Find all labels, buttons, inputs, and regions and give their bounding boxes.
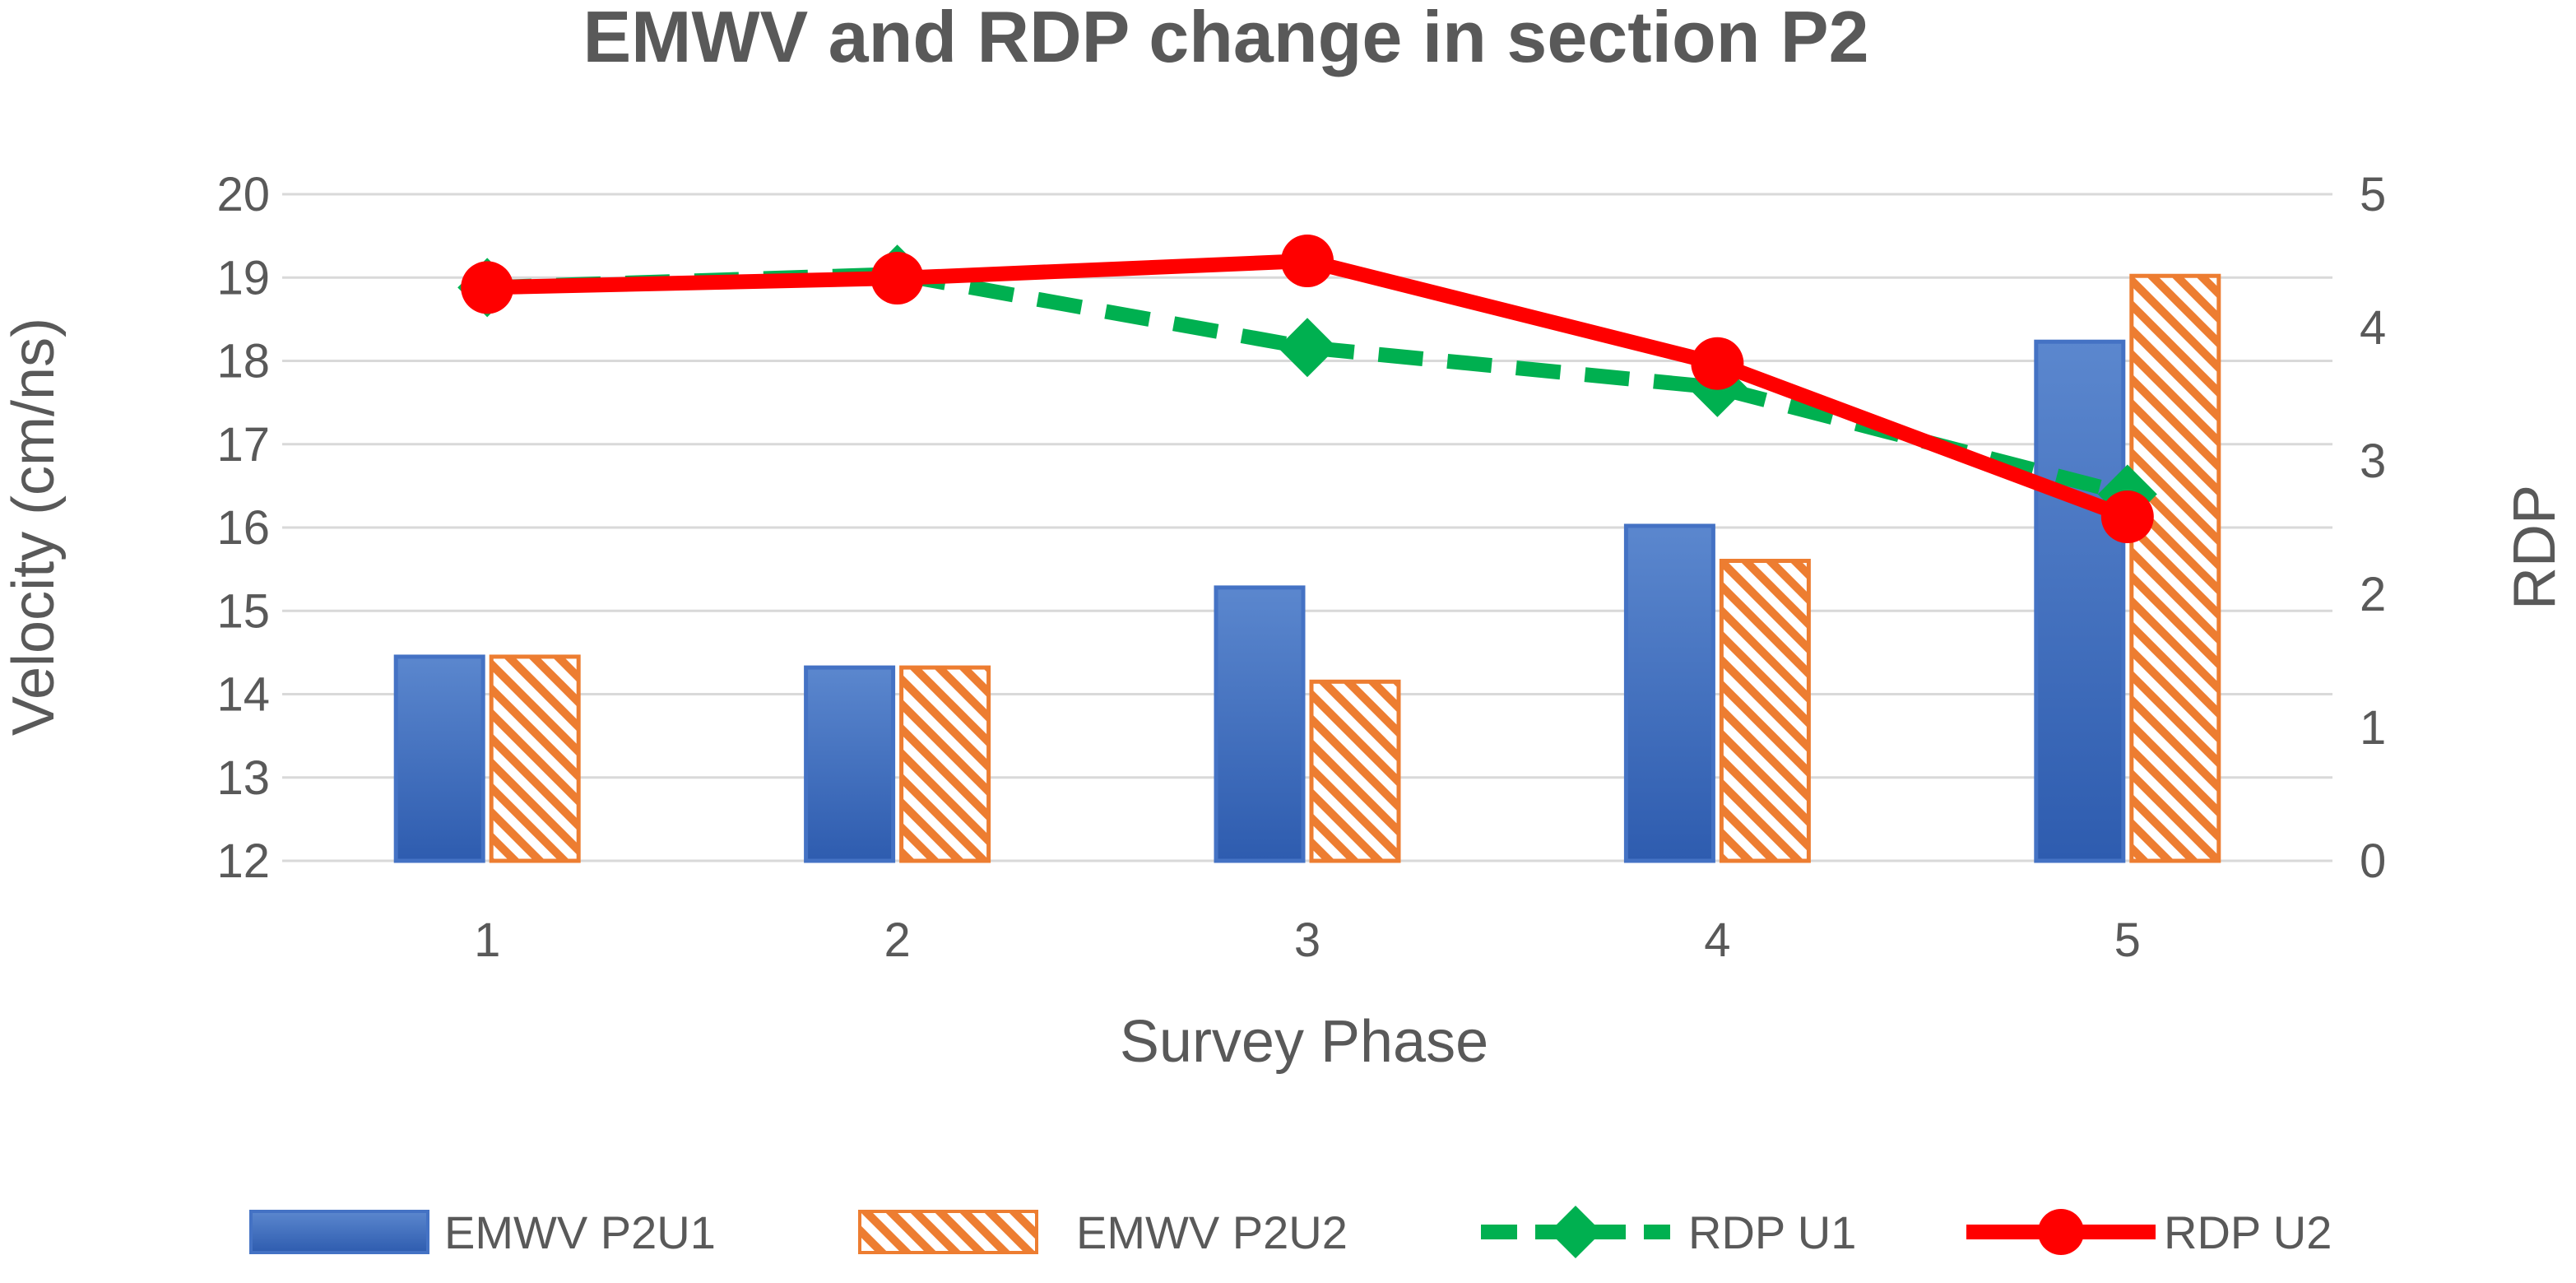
x-tick-label: 5: [2114, 913, 2141, 967]
bar-emwv-p2u2: [2129, 273, 2221, 863]
y-tick-label: 13: [216, 751, 270, 805]
y-tick-label: 17: [216, 418, 270, 472]
point-rdp-u2: [1281, 235, 1334, 287]
bar-emwv-p2u2: [899, 665, 991, 863]
y2-tick-label: 1: [2360, 701, 2386, 755]
legend-swatch-emwv-p2u2: [858, 1210, 1038, 1254]
chart-title: EMWV and RDP change in section P2: [583, 0, 1868, 77]
legend-swatch-emwv-p2u1: [249, 1210, 429, 1254]
y-tick-label: 16: [216, 501, 270, 555]
lines: [457, 235, 2157, 544]
bar-emwv-p2u1: [1623, 523, 1715, 863]
y2-axis-title: RDP: [2502, 485, 2568, 610]
point-rdp-u2: [461, 261, 514, 314]
point-rdp-u2: [2100, 490, 2154, 544]
bar-emwv-p2u2: [1719, 559, 1811, 863]
y-tick-label: 12: [216, 834, 270, 888]
y-tick-label: 18: [216, 335, 270, 388]
y2-tick-label: 3: [2360, 435, 2386, 488]
legend-label: EMWV P2U2: [1076, 1206, 1348, 1258]
bar-emwv-p2u1: [2034, 339, 2126, 863]
legend-marker-rdp-u2: [2038, 1209, 2084, 1255]
legend-label: RDP U1: [1688, 1206, 1856, 1258]
y2-tick-label: 4: [2360, 301, 2386, 355]
line-rdp-u1: [486, 267, 2130, 502]
bar-emwv-p2u2: [489, 654, 581, 863]
point-rdp-u2: [1691, 337, 1744, 390]
x-tick-label: 2: [884, 913, 910, 967]
y2-tick-label: 2: [2360, 568, 2386, 621]
x-tick-label: 4: [1704, 913, 1730, 967]
legend-label: RDP U2: [2164, 1206, 2332, 1258]
y-tick-label: 19: [216, 251, 270, 304]
point-rdp-u2: [870, 252, 924, 305]
x-axis-title: Survey Phase: [1120, 1009, 1488, 1075]
y-tick-label: 20: [216, 168, 270, 221]
line-rdp-u2: [486, 253, 2130, 524]
y2-tick-label: 5: [2360, 168, 2386, 221]
bar-emwv-p2u2: [1309, 679, 1401, 863]
y-tick-label: 14: [216, 668, 270, 722]
y2-tick-label: 0: [2360, 834, 2386, 888]
legend-label: EMWV P2U1: [444, 1206, 716, 1258]
bar-emwv-p2u1: [1214, 585, 1306, 863]
x-tick-label: 3: [1294, 913, 1320, 967]
x-tick-label: 1: [474, 913, 500, 967]
bar-emwv-p2u1: [804, 665, 896, 863]
y-axis-title: Velocity (cm/ns): [1, 318, 67, 736]
point-rdp-u1: [1278, 318, 1337, 378]
bars: [393, 273, 2221, 863]
bar-emwv-p2u1: [393, 654, 485, 863]
legend: EMWV P2U1 EMWV P2U2 RDP U1 RDP U2: [249, 1206, 2332, 1258]
legend-marker-rdp-u1: [1549, 1206, 1602, 1258]
y-tick-label: 15: [216, 584, 270, 638]
gridlines: [282, 193, 2332, 862]
